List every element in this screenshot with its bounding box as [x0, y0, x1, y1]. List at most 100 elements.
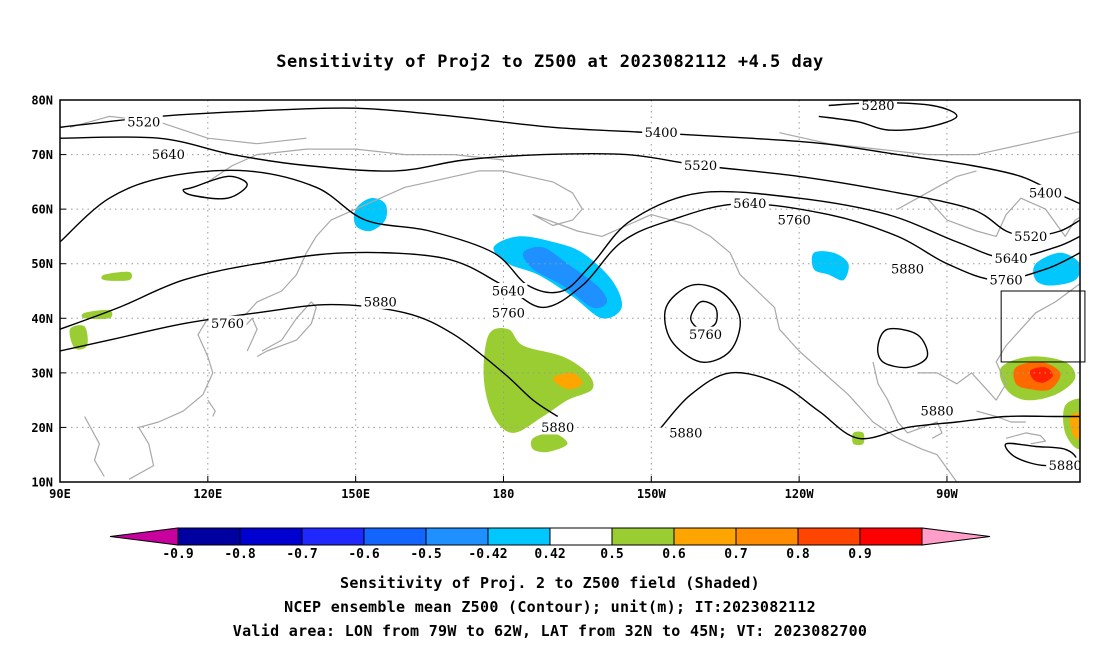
contour-label: 5760 — [492, 306, 525, 321]
contour-5880 — [660, 371, 1080, 440]
contour-label-bg — [642, 124, 681, 140]
coastline — [256, 301, 317, 358]
latitude-ticks: 80N 70N 60N 50N 40N 30N 20N 10N — [31, 94, 66, 490]
contour-labels: 5280 5400 5400 5520 5520 5520 5640 5640 5640 5640… — [124, 99, 1080, 474]
contour-label: 5640 — [733, 197, 766, 212]
coastline — [1005, 432, 1047, 445]
contour-label-bg — [489, 304, 528, 320]
longitude-ticks: 90E 120E 150E 180 150W 120W 90W — [49, 476, 959, 501]
coastline — [897, 170, 977, 210]
lat-tick-label: 50N — [31, 257, 53, 271]
coastline — [128, 317, 214, 480]
shaded-area — [811, 251, 849, 281]
colorbar-label: -0.8 — [224, 547, 255, 562]
contour-label-bg — [681, 157, 720, 173]
colorbar-label: -0.5 — [410, 547, 441, 562]
contour-5760 — [60, 202, 1080, 330]
contour-label-bg — [686, 326, 725, 342]
contour-label: 5760 — [778, 214, 811, 229]
map-frame — [59, 99, 1081, 483]
shaded-area — [81, 309, 113, 320]
contour-label: 5520 — [684, 159, 717, 174]
shaded-area — [552, 372, 583, 390]
lat-tick-label: 60N — [31, 203, 53, 217]
colorbar-label: 0.42 — [534, 547, 565, 562]
colorbar-label: 0.5 — [600, 547, 623, 562]
coastline — [872, 361, 943, 439]
coastlines — [69, 115, 1080, 482]
contour-5880 — [60, 303, 559, 418]
colorbar-high-end — [921, 527, 991, 546]
contour-label-bg — [730, 195, 769, 211]
coastline — [207, 399, 216, 417]
colorbar-box — [363, 527, 427, 546]
colorbar-box — [425, 527, 489, 546]
contour-label: 5880 — [921, 405, 954, 420]
contour-5760 — [663, 283, 742, 363]
contour-label: 5640 — [994, 252, 1027, 267]
coastline — [241, 317, 258, 352]
contour-label-bg — [1011, 228, 1050, 244]
contour-label: 5760 — [689, 328, 722, 343]
colorbar-box — [487, 527, 551, 546]
contour-label: 5400 — [1029, 186, 1062, 201]
contour-label-bg — [361, 293, 400, 309]
colorbar-label: -0.9 — [162, 547, 193, 562]
colorbar-label: 0.8 — [786, 547, 810, 562]
coastline — [926, 197, 1080, 237]
colorbar-low-end — [109, 527, 179, 546]
colorbar-label: 0.6 — [662, 547, 686, 562]
contour-label: 5760 — [990, 274, 1023, 289]
shaded-area — [1033, 252, 1080, 286]
colorbar-box — [239, 527, 303, 546]
shaded-area — [483, 327, 594, 433]
coastline — [917, 282, 1080, 401]
contour-label-bg — [1046, 457, 1080, 473]
colorbar-box — [177, 527, 241, 546]
colorbar-label: 0.9 — [848, 547, 871, 562]
contour-label: 5760 — [211, 317, 244, 332]
caption-line-1: Sensitivity of Proj. 2 to Z500 field (Sh… — [340, 574, 760, 592]
coastline — [976, 410, 1026, 423]
valid-area-box — [1000, 290, 1086, 363]
lon-tick-label: 120E — [193, 487, 222, 501]
coastline — [84, 416, 105, 477]
colorbar-box — [859, 527, 923, 546]
colorbar: -0.9 -0.8 -0.7 -0.6 -0.5 -0.42 0.42 0.5 0.6 0.7 0.… — [109, 527, 991, 562]
contour-label-bg — [1026, 184, 1065, 200]
colorbar-box — [549, 527, 613, 546]
sensitivity-shading — [69, 198, 1080, 453]
figure-title: Sensitivity of Proj2 to Z500 at 20230821… — [276, 52, 823, 72]
shaded-area — [101, 271, 133, 281]
lon-tick-label: 150E — [341, 487, 370, 501]
contour-5520 — [60, 136, 1080, 238]
colorbar-box — [735, 527, 799, 546]
contour-label: 5400 — [645, 126, 678, 141]
contour-label: 5280 — [861, 99, 894, 114]
contour-label: 5520 — [1014, 230, 1047, 245]
contour-5880 — [876, 327, 929, 369]
contour-label: 5880 — [541, 421, 574, 436]
colorbar-box — [301, 527, 365, 546]
contour-label: 5520 — [127, 115, 160, 130]
contour-label-bg — [149, 146, 188, 162]
contour-label-bg — [992, 250, 1031, 266]
colorbar-label: -0.6 — [348, 547, 379, 562]
colorbar-box — [611, 527, 675, 546]
lat-tick-label: 20N — [31, 421, 53, 435]
contour-label: 5640 — [492, 285, 525, 300]
contour-label-bg — [888, 261, 927, 277]
lat-tick-label: 10N — [31, 476, 53, 490]
lat-tick-label: 80N — [31, 94, 53, 108]
shaded-area — [1069, 412, 1080, 440]
caption-line-3: Valid area: LON from 79W to 62W, LAT fro… — [232, 622, 868, 640]
coastline — [207, 170, 504, 325]
map-plot: 5280 5400 5400 5520 5520 5520 5640 5640 5640 5640… — [31, 94, 1086, 501]
caption-line-2: NCEP ensemble mean Z500 (Contour); unit(… — [284, 598, 816, 616]
contour-label-bg — [489, 283, 528, 298]
shaded-area — [69, 325, 88, 350]
contour-label-bg — [987, 272, 1026, 288]
colorbar-label: -0.42 — [468, 547, 507, 562]
contour-label: 5640 — [152, 148, 185, 163]
